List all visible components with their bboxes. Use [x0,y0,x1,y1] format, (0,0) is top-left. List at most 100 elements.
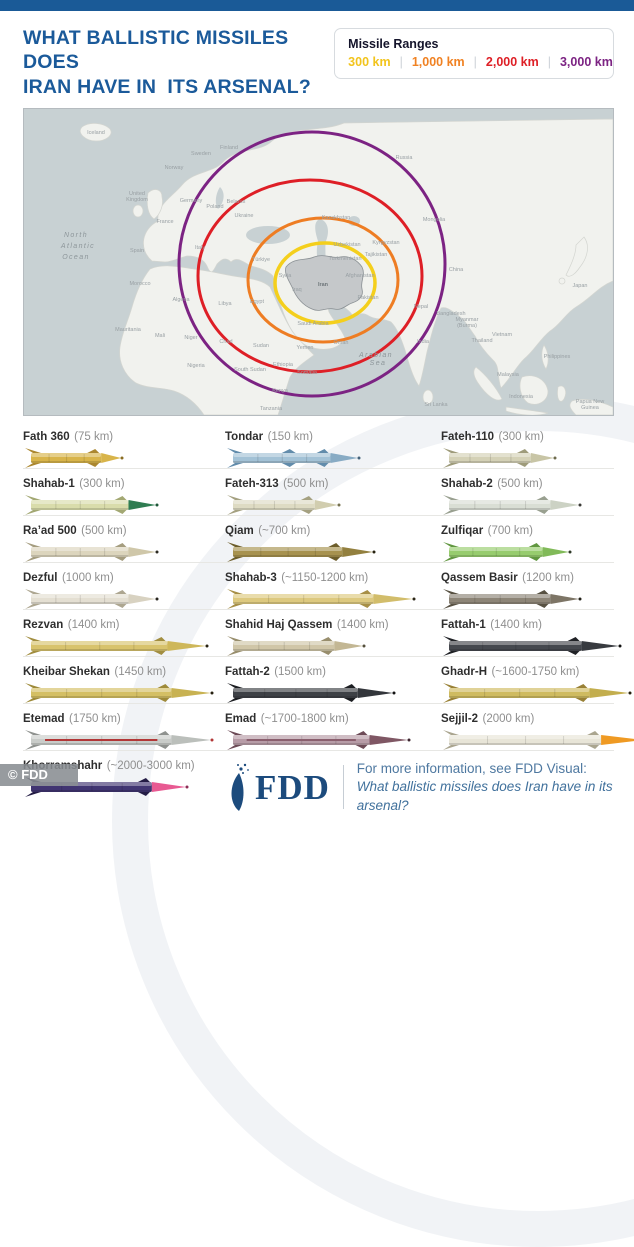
map-label-uzbekistan: Uzbekistan [333,242,360,248]
legend-title: Missile Ranges [348,37,439,51]
map-label-arabian: Arabian [358,352,393,359]
missile-label: Zulfiqar (700 km) [441,521,614,539]
page-title-line1: WHAT BALLISTIC MISSILES DOES [23,27,289,74]
range-ring-1000km [246,216,400,344]
missile-item-zulfiqar: Zulfiqar (700 km) [441,516,614,569]
header: WHAT BALLISTIC MISSILES DOES IRAN HAVE I… [0,11,634,108]
map-label-mali: Mali [155,333,165,339]
missile-row: Kheibar Shekan (1450 km) Fattah-2 (1500 k… [23,657,632,705]
missile-item-tondar: Tondar (150 km) [225,422,441,475]
map-label-turkmenistan: Turkmenistan [328,256,361,262]
missile-item-ra-ad-500: Ra’ad 500 (500 km) [23,516,225,569]
map-label-mauritania: Mauritania [115,327,142,333]
map-label-germany: Germany [180,198,203,204]
missile-illustration [227,730,411,751]
map-label-tanzania: Tanzania [260,406,283,412]
land-uk [146,189,163,220]
missile-illustration [227,542,376,563]
missile-label: Etemad (1750 km) [23,709,225,727]
missile-range: (1750 km) [69,713,121,726]
missile-grid: Fath 360 (75 km) Tondar (150 km) Fateh-110… [23,422,634,813]
page-title: WHAT BALLISTIC MISSILES DOES IRAN HAVE I… [23,26,334,99]
map-label-somalia: Somalia [297,370,318,376]
missile-item-etemad: Etemad (1750 km) [23,704,225,757]
missile-item-qiam: Qiam (~700 km) [225,516,441,569]
missile-range: (300 km) [498,431,544,444]
land-borneo [519,375,549,405]
missile-item-emad: Emad (~1700-1800 km) [225,704,441,757]
missile-item-shahid-haj-qassem: Shahid Haj Qassem (1400 km) [225,610,441,663]
missile-name: Kheibar Shekan [23,666,110,679]
land-africa [119,265,315,416]
missile-range: (150 km) [267,431,313,444]
map-label-algeria: Algeria [172,297,190,303]
missile-name: Fateh-313 [225,478,279,491]
map-label-nepal: Nepal [414,304,428,310]
missile-name: Shahab-1 [23,478,75,491]
missile-name: Fateh-110 [441,431,495,444]
map-label-mongolia: Mongolia [423,217,446,223]
missile-label: Ghadr-H (~1600-1750 km) [441,662,614,680]
map-label-indonesia: Indonesia [509,394,534,400]
missile-illustration [443,589,582,610]
missile-name: Shahab-2 [441,478,493,491]
missile-range: (~1150-1200 km) [281,572,369,585]
map-label-kyrgyzstan: Kyrgyzstan [372,240,399,246]
legend-range-3000km: 3,000 km [559,55,613,69]
missile-illustration [25,730,214,751]
map-label-india: India [417,339,430,345]
missile-item-shahab-3: Shahab-3 (~1150-1200 km) [225,563,441,616]
map-label-yemen: Yemen [297,345,314,351]
missile-name: Shahid Haj Qassem [225,619,333,632]
map-label-morocco: Morocco [129,281,150,287]
range-rings [177,130,447,398]
top-accent-bar [0,0,634,11]
missile-item-fattah-1: Fattah-1 (1400 km) [441,610,622,663]
map-label-myanmar: Myanmar [456,317,479,323]
map-label-chad: Chad [219,339,232,345]
map-label-kingdom: Kingdom [126,197,148,203]
map-label-atlantic: Atlantic [60,243,95,250]
missile-row: Etemad (1750 km) Emad (~1700-1800 km) Sejj… [23,704,634,752]
missile-row: Khorramshahr (~2000-3000 km) FDD For mor… [23,751,614,813]
map-label-japan: Japan [573,283,588,289]
missile-name: Fattah-1 [441,619,486,632]
missile-illustration [443,683,632,704]
map-label-italy: Italy [195,245,205,251]
missile-name: Emad [225,713,257,726]
map-label-kazakhstan: Kazakhstan [322,215,351,221]
missile-label: Emad (~1700-1800 km) [225,709,441,727]
missile-range: (~2000-3000 km) [106,760,195,773]
map-label-iceland: Iceland [87,130,105,136]
map-label-vietnam: Vietnam [492,332,512,338]
missile-name: Fattah-2 [225,666,270,679]
missile-name: Qassem Basir [441,572,518,585]
land-iceland [79,123,112,142]
missile-label: Shahab-3 (~1150-1200 km) [225,568,441,586]
missile-illustration [227,448,361,469]
map-label-tajikistan: Tajikistan [365,252,388,258]
missile-name: Etemad [23,713,65,726]
missile-name: Dezful [23,572,58,585]
missile-range: (~700 km) [258,525,311,538]
map-label-niger: Niger [184,335,197,341]
missile-item-sejjil-2: Sejjil-2 (2000 km) [441,704,634,757]
map-label-belarus: Belarus [227,199,246,205]
missile-illustration [227,683,396,704]
fdd-logo: FDD [223,761,330,813]
missile-illustration [227,636,366,657]
map-label-spain: Spain [130,248,144,254]
map-label-iran: Iran [318,282,329,288]
missile-label: Shahid Haj Qassem (1400 km) [225,615,441,633]
missile-name: Qiam [225,525,254,538]
map-label-united: United [129,191,145,197]
missile-label: Shahab-2 (500 km) [441,474,614,492]
map-label-saudi-arabia: Saudi Arabia [297,321,329,327]
map-label-egypt: Egypt [250,299,265,305]
legend-range-300km: 300 km [348,55,391,69]
missile-illustration [25,589,159,610]
missile-item-fateh-313: Fateh-313 (500 km) [225,469,441,522]
fdd-logo-text: FDD [255,767,330,807]
missile-row: Rezvan (1400 km) Shahid Haj Qassem (1400 … [23,610,622,658]
missile-illustration [443,730,634,751]
